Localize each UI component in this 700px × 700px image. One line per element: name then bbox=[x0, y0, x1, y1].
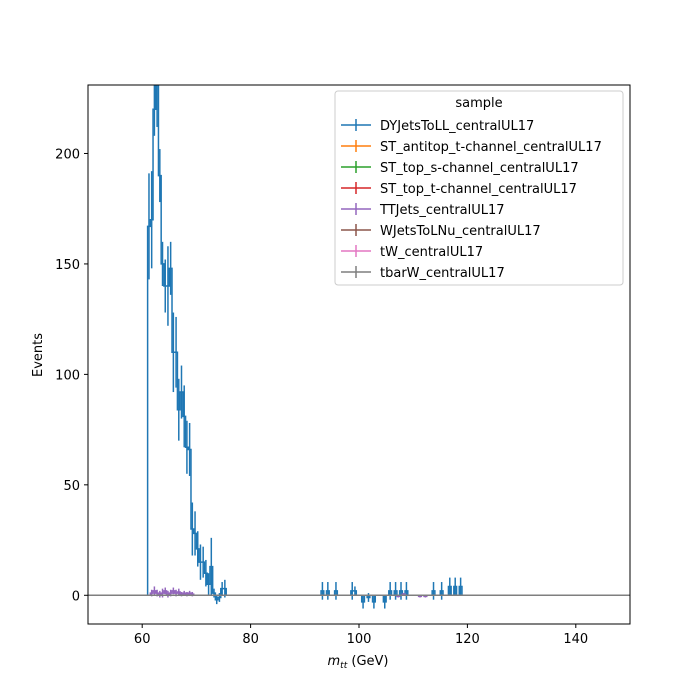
x-tick-label: 120 bbox=[455, 632, 480, 647]
x-tick-label: 100 bbox=[347, 632, 372, 647]
legend-entry: TTJets_centralUL17 bbox=[341, 203, 505, 218]
x-axis-label: mtt (GeV) bbox=[328, 654, 389, 671]
legend-label: TTJets_centralUL17 bbox=[379, 203, 505, 218]
y-tick-label: 50 bbox=[63, 479, 80, 494]
legend-entry: tW_centralUL17 bbox=[341, 245, 483, 260]
legend-entry: WJetsToLNu_centralUL17 bbox=[341, 224, 541, 239]
legend-title: sample bbox=[455, 96, 502, 111]
plot-area bbox=[88, 85, 630, 609]
legend-entry: ST_top_t-channel_centralUL17 bbox=[341, 182, 577, 197]
legend-entry: ST_top_s-channel_centralUL17 bbox=[341, 161, 579, 176]
y-axis-label: Events bbox=[31, 333, 46, 377]
legend-label: WJetsToLNu_centralUL17 bbox=[380, 224, 541, 239]
legend-label: DYJetsToLL_centralUL17 bbox=[380, 119, 534, 134]
series-DYJetsToLL_centralUL17 bbox=[146, 85, 468, 609]
legend-entry: tbarW_centralUL17 bbox=[341, 266, 505, 281]
x-axis-label-subscript: tt bbox=[340, 661, 348, 671]
x-tick-label: 60 bbox=[134, 632, 151, 647]
legend-entry: DYJetsToLL_centralUL17 bbox=[341, 119, 534, 134]
y-tick-label: 150 bbox=[55, 258, 80, 273]
x-axis-label-unit: (GeV) bbox=[347, 654, 388, 669]
y-tick-label: 0 bbox=[72, 589, 80, 604]
legend-entry: ST_antitop_t-channel_centralUL17 bbox=[341, 140, 602, 155]
y-tick-label: 100 bbox=[55, 368, 80, 383]
legend: sample DYJetsToLL_centralUL17 ST_antitop_… bbox=[334, 90, 624, 286]
legend-label: ST_top_s-channel_centralUL17 bbox=[380, 161, 579, 176]
x-tick-label: 80 bbox=[242, 632, 259, 647]
axis-ticks: 60 80 100 120 140 0 50 100 150 200 bbox=[55, 147, 588, 647]
legend-label: ST_top_t-channel_centralUL17 bbox=[380, 182, 577, 197]
legend-label: tbarW_centralUL17 bbox=[380, 266, 505, 281]
legend-entries: DYJetsToLL_centralUL17 ST_antitop_t-chann… bbox=[341, 119, 602, 281]
legend-box bbox=[334, 90, 624, 286]
legend-label: tW_centralUL17 bbox=[380, 245, 483, 260]
x-axis-label-main: m bbox=[328, 654, 341, 669]
legend-label: ST_antitop_t-channel_centralUL17 bbox=[380, 140, 602, 155]
x-tick-label: 140 bbox=[563, 632, 588, 647]
y-tick-label: 200 bbox=[55, 147, 80, 162]
